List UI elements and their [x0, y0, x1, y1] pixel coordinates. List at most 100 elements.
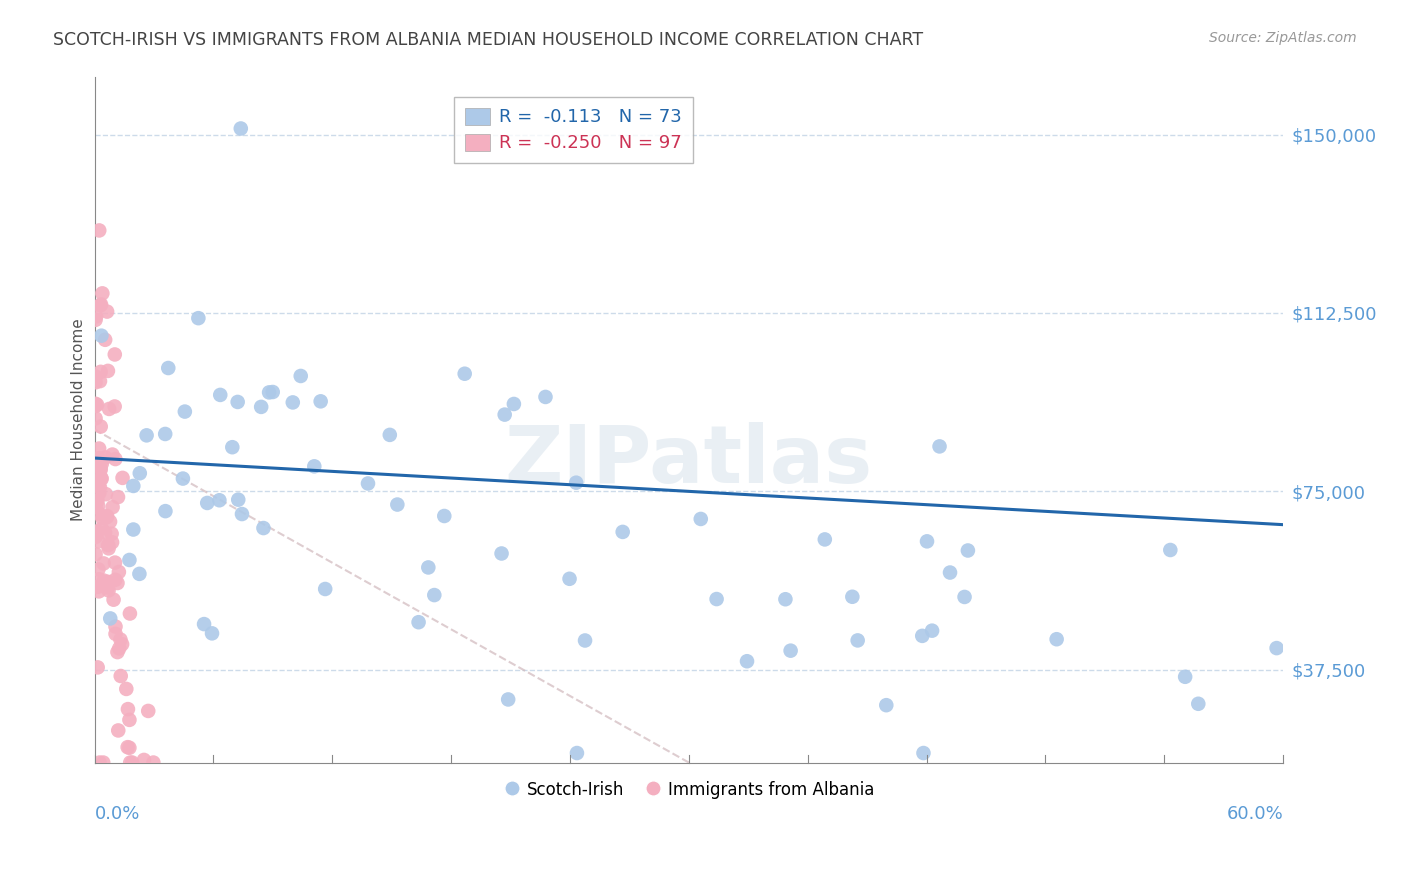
Point	[84, 500, 107, 514]
Point	[1187, 697, 1209, 711]
Point	[98, 515, 121, 529]
Point	[120, 756, 142, 770]
Point	[104, 619, 127, 633]
Point	[96, 509, 118, 524]
Point	[494, 408, 516, 422]
Point	[89, 298, 111, 312]
Point	[89, 485, 111, 500]
Point	[911, 629, 934, 643]
Point	[98, 401, 121, 416]
Point	[97, 364, 120, 378]
Point	[97, 541, 120, 556]
Point	[118, 553, 141, 567]
Point	[209, 388, 232, 402]
Point	[953, 590, 976, 604]
Point	[84, 399, 107, 413]
Point	[201, 626, 224, 640]
Point	[195, 496, 218, 510]
Point	[208, 493, 231, 508]
Point	[565, 746, 588, 760]
Point	[87, 584, 110, 599]
Point	[706, 592, 728, 607]
Point	[172, 472, 194, 486]
Point	[121, 756, 143, 770]
Point	[142, 756, 165, 770]
Point	[104, 347, 127, 361]
Point	[104, 627, 127, 641]
Point	[257, 385, 280, 400]
Point	[226, 492, 249, 507]
Point	[841, 590, 863, 604]
Point	[86, 660, 108, 674]
Point	[103, 592, 125, 607]
Point	[100, 526, 122, 541]
Point	[108, 565, 131, 579]
Point	[87, 562, 110, 576]
Point	[97, 538, 120, 552]
Point	[433, 508, 456, 523]
Point	[104, 573, 127, 587]
Point	[558, 572, 581, 586]
Text: 60.0%: 60.0%	[1226, 805, 1284, 823]
Point	[84, 411, 107, 425]
Point	[357, 476, 380, 491]
Point	[574, 633, 596, 648]
Point	[262, 384, 284, 399]
Point	[309, 394, 332, 409]
Point	[84, 397, 107, 411]
Point	[956, 543, 979, 558]
Point	[252, 521, 274, 535]
Point	[814, 533, 837, 547]
Point	[118, 740, 141, 755]
Point	[921, 624, 943, 638]
Point	[94, 333, 117, 347]
Point	[84, 313, 107, 327]
Point	[1046, 632, 1069, 647]
Point	[118, 713, 141, 727]
Point	[87, 534, 110, 549]
Point	[775, 592, 797, 607]
Point	[107, 645, 129, 659]
Point	[221, 440, 243, 454]
Point	[135, 428, 157, 442]
Point	[87, 458, 110, 472]
Point	[115, 681, 138, 696]
Point	[612, 524, 634, 539]
Point	[94, 487, 117, 501]
Point	[496, 692, 519, 706]
Point	[229, 121, 252, 136]
Point	[226, 395, 249, 409]
Point	[153, 427, 176, 442]
Point	[378, 428, 401, 442]
Point	[104, 452, 127, 467]
Point	[155, 504, 177, 518]
Point	[107, 490, 129, 504]
Point	[128, 467, 150, 481]
Point	[89, 442, 111, 456]
Point	[94, 525, 117, 540]
Point	[87, 451, 110, 466]
Point	[939, 566, 962, 580]
Text: ZIPatlas: ZIPatlas	[505, 422, 873, 500]
Point	[110, 669, 132, 683]
Point	[193, 617, 215, 632]
Point	[86, 493, 108, 508]
Point	[491, 547, 513, 561]
Point	[89, 223, 111, 237]
Point	[875, 698, 897, 713]
Point	[101, 535, 124, 549]
Point	[101, 448, 124, 462]
Point	[387, 498, 409, 512]
Point	[689, 512, 711, 526]
Text: 0.0%: 0.0%	[94, 805, 141, 823]
Point	[90, 328, 112, 343]
Point	[117, 740, 139, 755]
Point	[534, 390, 557, 404]
Point	[97, 581, 120, 595]
Point	[104, 400, 127, 414]
Point	[96, 510, 118, 524]
Point	[231, 507, 253, 521]
Point	[91, 286, 114, 301]
Point	[91, 511, 114, 525]
Point	[84, 547, 107, 561]
